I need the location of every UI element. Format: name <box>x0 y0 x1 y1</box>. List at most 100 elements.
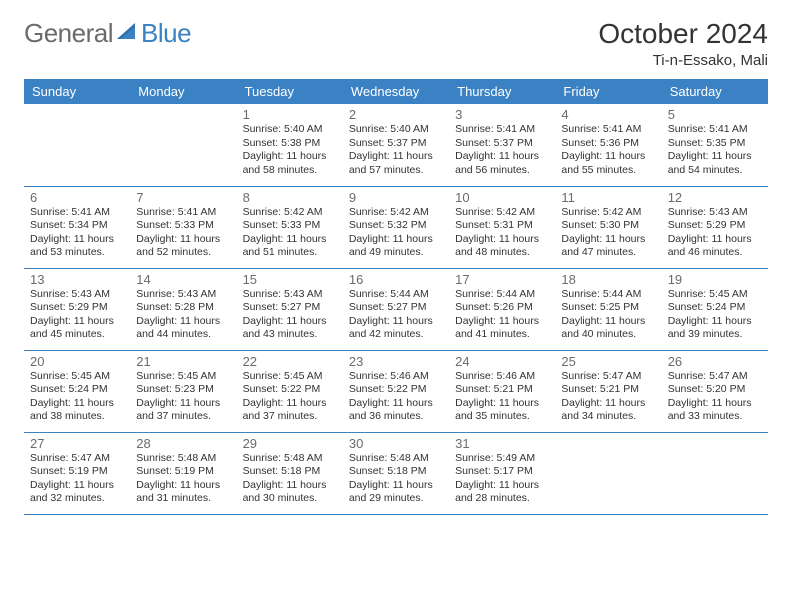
month-title: October 2024 <box>598 18 768 50</box>
sunset-line: Sunset: 5:30 PM <box>561 219 655 233</box>
weekday-header: Tuesday <box>237 79 343 104</box>
sunset-line: Sunset: 5:31 PM <box>455 219 549 233</box>
sunset-line: Sunset: 5:18 PM <box>243 465 337 479</box>
day-number: 5 <box>668 107 762 122</box>
calendar-day-cell: 21Sunrise: 5:45 AMSunset: 5:23 PMDayligh… <box>130 350 236 432</box>
daylight-line: Daylight: 11 hours and 29 minutes. <box>349 479 443 506</box>
daylight-line: Daylight: 11 hours and 49 minutes. <box>349 233 443 260</box>
sunset-line: Sunset: 5:25 PM <box>561 301 655 315</box>
calendar-day-cell: 6Sunrise: 5:41 AMSunset: 5:34 PMDaylight… <box>24 186 130 268</box>
daylight-line: Daylight: 11 hours and 32 minutes. <box>30 479 124 506</box>
logo: General Blue <box>24 18 191 49</box>
day-number: 24 <box>455 354 549 369</box>
calendar-day-cell: 16Sunrise: 5:44 AMSunset: 5:27 PMDayligh… <box>343 268 449 350</box>
sunset-line: Sunset: 5:21 PM <box>561 383 655 397</box>
sunrise-line: Sunrise: 5:42 AM <box>243 206 337 220</box>
day-number: 19 <box>668 272 762 287</box>
day-number: 13 <box>30 272 124 287</box>
daylight-line: Daylight: 11 hours and 58 minutes. <box>243 150 337 177</box>
day-number: 11 <box>561 190 655 205</box>
sunrise-line: Sunrise: 5:41 AM <box>136 206 230 220</box>
sunrise-line: Sunrise: 5:48 AM <box>243 452 337 466</box>
calendar-day-cell: 23Sunrise: 5:46 AMSunset: 5:22 PMDayligh… <box>343 350 449 432</box>
sunset-line: Sunset: 5:27 PM <box>349 301 443 315</box>
sunrise-line: Sunrise: 5:48 AM <box>349 452 443 466</box>
sunrise-line: Sunrise: 5:45 AM <box>243 370 337 384</box>
sunset-line: Sunset: 5:37 PM <box>455 137 549 151</box>
calendar-day-cell: 25Sunrise: 5:47 AMSunset: 5:21 PMDayligh… <box>555 350 661 432</box>
sunrise-line: Sunrise: 5:46 AM <box>349 370 443 384</box>
calendar-day-cell: 2Sunrise: 5:40 AMSunset: 5:37 PMDaylight… <box>343 104 449 186</box>
sunset-line: Sunset: 5:33 PM <box>136 219 230 233</box>
sunrise-line: Sunrise: 5:48 AM <box>136 452 230 466</box>
daylight-line: Daylight: 11 hours and 51 minutes. <box>243 233 337 260</box>
sunrise-line: Sunrise: 5:47 AM <box>30 452 124 466</box>
day-number: 22 <box>243 354 337 369</box>
calendar-day-cell: 10Sunrise: 5:42 AMSunset: 5:31 PMDayligh… <box>449 186 555 268</box>
calendar-empty-cell <box>555 432 661 514</box>
daylight-line: Daylight: 11 hours and 42 minutes. <box>349 315 443 342</box>
calendar-day-cell: 14Sunrise: 5:43 AMSunset: 5:28 PMDayligh… <box>130 268 236 350</box>
day-number: 6 <box>30 190 124 205</box>
sunrise-line: Sunrise: 5:47 AM <box>561 370 655 384</box>
sunrise-line: Sunrise: 5:43 AM <box>243 288 337 302</box>
weekday-header: Friday <box>555 79 661 104</box>
daylight-line: Daylight: 11 hours and 38 minutes. <box>30 397 124 424</box>
sunrise-line: Sunrise: 5:49 AM <box>455 452 549 466</box>
calendar-day-cell: 13Sunrise: 5:43 AMSunset: 5:29 PMDayligh… <box>24 268 130 350</box>
sunset-line: Sunset: 5:20 PM <box>668 383 762 397</box>
sunrise-line: Sunrise: 5:41 AM <box>561 123 655 137</box>
sunset-line: Sunset: 5:29 PM <box>668 219 762 233</box>
sunrise-line: Sunrise: 5:44 AM <box>349 288 443 302</box>
calendar-week-row: 13Sunrise: 5:43 AMSunset: 5:29 PMDayligh… <box>24 268 768 350</box>
calendar-week-row: 6Sunrise: 5:41 AMSunset: 5:34 PMDaylight… <box>24 186 768 268</box>
weekday-header: Sunday <box>24 79 130 104</box>
calendar-day-cell: 15Sunrise: 5:43 AMSunset: 5:27 PMDayligh… <box>237 268 343 350</box>
daylight-line: Daylight: 11 hours and 44 minutes. <box>136 315 230 342</box>
calendar-day-cell: 24Sunrise: 5:46 AMSunset: 5:21 PMDayligh… <box>449 350 555 432</box>
sunset-line: Sunset: 5:22 PM <box>349 383 443 397</box>
daylight-line: Daylight: 11 hours and 56 minutes. <box>455 150 549 177</box>
day-number: 9 <box>349 190 443 205</box>
calendar-day-cell: 8Sunrise: 5:42 AMSunset: 5:33 PMDaylight… <box>237 186 343 268</box>
daylight-line: Daylight: 11 hours and 33 minutes. <box>668 397 762 424</box>
calendar-day-cell: 17Sunrise: 5:44 AMSunset: 5:26 PMDayligh… <box>449 268 555 350</box>
daylight-line: Daylight: 11 hours and 28 minutes. <box>455 479 549 506</box>
sunset-line: Sunset: 5:33 PM <box>243 219 337 233</box>
sunset-line: Sunset: 5:17 PM <box>455 465 549 479</box>
day-number: 7 <box>136 190 230 205</box>
sunrise-line: Sunrise: 5:42 AM <box>455 206 549 220</box>
daylight-line: Daylight: 11 hours and 37 minutes. <box>243 397 337 424</box>
calendar-table: SundayMondayTuesdayWednesdayThursdayFrid… <box>24 79 768 515</box>
sunrise-line: Sunrise: 5:46 AM <box>455 370 549 384</box>
day-number: 16 <box>349 272 443 287</box>
daylight-line: Daylight: 11 hours and 55 minutes. <box>561 150 655 177</box>
sunrise-line: Sunrise: 5:41 AM <box>668 123 762 137</box>
day-number: 21 <box>136 354 230 369</box>
calendar-empty-cell <box>130 104 236 186</box>
sunrise-line: Sunrise: 5:40 AM <box>349 123 443 137</box>
calendar-day-cell: 31Sunrise: 5:49 AMSunset: 5:17 PMDayligh… <box>449 432 555 514</box>
sunset-line: Sunset: 5:18 PM <box>349 465 443 479</box>
calendar-day-cell: 27Sunrise: 5:47 AMSunset: 5:19 PMDayligh… <box>24 432 130 514</box>
calendar-day-cell: 28Sunrise: 5:48 AMSunset: 5:19 PMDayligh… <box>130 432 236 514</box>
daylight-line: Daylight: 11 hours and 45 minutes. <box>30 315 124 342</box>
daylight-line: Daylight: 11 hours and 48 minutes. <box>455 233 549 260</box>
sunrise-line: Sunrise: 5:40 AM <box>243 123 337 137</box>
calendar-day-cell: 9Sunrise: 5:42 AMSunset: 5:32 PMDaylight… <box>343 186 449 268</box>
daylight-line: Daylight: 11 hours and 39 minutes. <box>668 315 762 342</box>
daylight-line: Daylight: 11 hours and 54 minutes. <box>668 150 762 177</box>
sunset-line: Sunset: 5:23 PM <box>136 383 230 397</box>
calendar-day-cell: 11Sunrise: 5:42 AMSunset: 5:30 PMDayligh… <box>555 186 661 268</box>
day-number: 20 <box>30 354 124 369</box>
daylight-line: Daylight: 11 hours and 57 minutes. <box>349 150 443 177</box>
sunset-line: Sunset: 5:36 PM <box>561 137 655 151</box>
sunset-line: Sunset: 5:37 PM <box>349 137 443 151</box>
daylight-line: Daylight: 11 hours and 52 minutes. <box>136 233 230 260</box>
day-number: 27 <box>30 436 124 451</box>
calendar-header-row: SundayMondayTuesdayWednesdayThursdayFrid… <box>24 79 768 104</box>
calendar-week-row: 27Sunrise: 5:47 AMSunset: 5:19 PMDayligh… <box>24 432 768 514</box>
sunset-line: Sunset: 5:24 PM <box>668 301 762 315</box>
daylight-line: Daylight: 11 hours and 34 minutes. <box>561 397 655 424</box>
sunset-line: Sunset: 5:27 PM <box>243 301 337 315</box>
